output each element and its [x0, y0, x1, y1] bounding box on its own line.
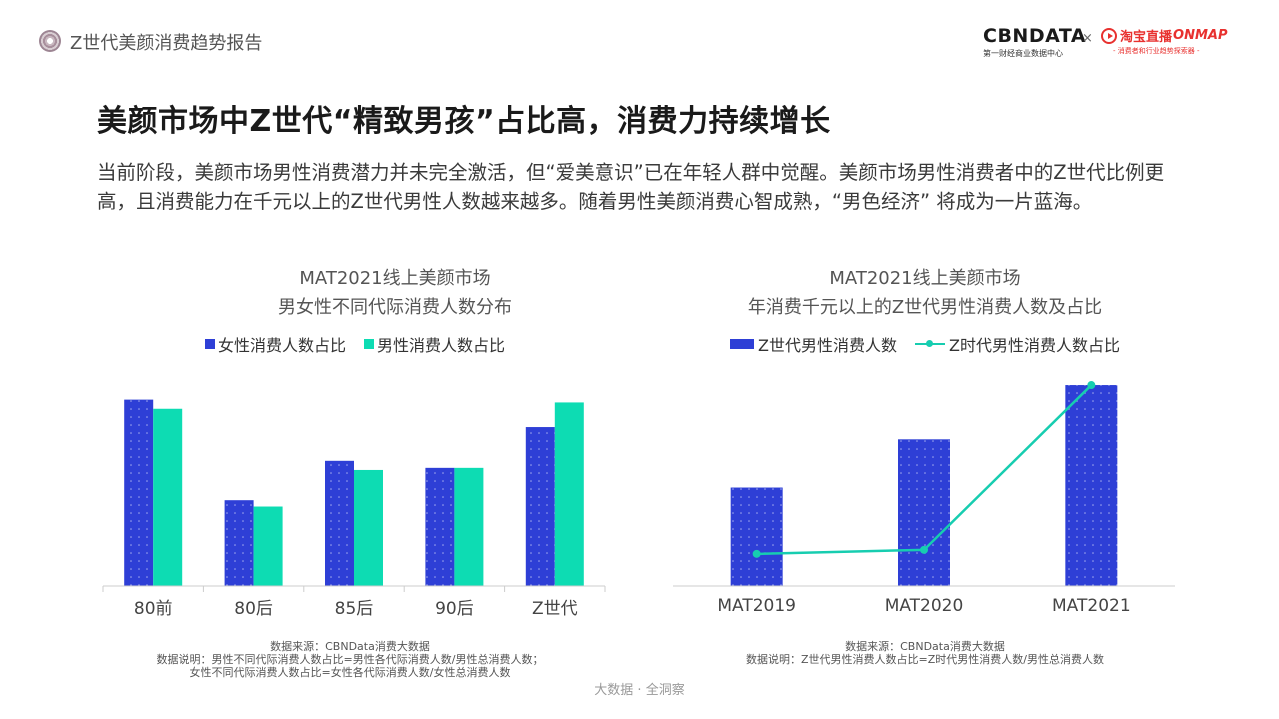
- x-tick-label: MAT2019: [717, 596, 796, 616]
- bar-male-2: [354, 469, 383, 586]
- taobao-subtitle: - 消费者和行业趋势探索器 -: [1113, 47, 1200, 55]
- bar-male-3: [454, 467, 484, 586]
- legend-label-line: Z时代男性消费人数占比: [949, 336, 1120, 355]
- bar-female-1: [224, 500, 254, 586]
- chart1-title: MAT2021线上美颜市场 男女性不同代际消费人数分布: [160, 264, 630, 322]
- report-logo-icon: [39, 30, 61, 52]
- chart1-notes: 数据来源：CBNData消费大数据 数据说明：男性不同代际消费人数占比=男性各代…: [100, 640, 600, 679]
- times-icon: ×: [1082, 31, 1093, 46]
- chart2-title-line2: 年消费千元以上的Z世代男性消费人数及占比: [747, 297, 1103, 318]
- chart1-title-line2: 男女性不同代际消费人数分布: [278, 297, 512, 318]
- bar-z-gen-male-2: [1065, 385, 1118, 586]
- cbndata-logo: CBNDATA 第一财经商业数据中心: [983, 25, 1087, 59]
- chart1-notes-line2: 女性不同代际消费人数占比=女性各代际消费人数/女性总消费人数: [189, 666, 511, 679]
- chart1-source: 数据来源：CBNData消费大数据: [270, 640, 430, 653]
- bar-female-4: [525, 427, 555, 586]
- legend-swatch-female: [204, 339, 215, 349]
- onmap-brand: ONMAP: [1173, 28, 1228, 43]
- x-tick-label: 85后: [335, 599, 374, 619]
- x-tick-label: Z世代: [532, 599, 578, 619]
- legend-label-male: 男性消费人数占比: [377, 336, 506, 355]
- bar-z-gen-male-0: [730, 487, 783, 586]
- chart2-title-line1: MAT2021线上美颜市场: [829, 268, 1021, 289]
- intro-paragraph: 当前阶段，美颜市场男性消费潜力并未完全激活，但“爱美意识”已在年轻人群中觉醒。美…: [97, 161, 1165, 213]
- x-tick-label: 80后: [234, 599, 273, 619]
- chart1-title-line1: MAT2021线上美颜市场: [299, 268, 491, 289]
- bar-female-0: [124, 399, 154, 586]
- taobao-live-logo: 淘宝直播 ONMAP - 消费者和行业趋势探索器 -: [1101, 26, 1227, 56]
- chart2-notes-line1: 数据说明：Z世代男性消费人数占比=Z时代男性消费人数/男性总消费人数: [746, 653, 1104, 666]
- play-icon: [1101, 27, 1117, 44]
- bar-female-3: [425, 467, 455, 586]
- bar-male-1: [253, 506, 283, 586]
- x-tick-label: MAT2021: [1052, 596, 1131, 616]
- share-point-0: [752, 549, 761, 558]
- chart1-notes-line1: 数据说明：男性不同代际消费人数占比=男性各代际消费人数/男性总消费人数；: [156, 653, 544, 666]
- bar-male-0: [153, 408, 183, 586]
- bar-z-gen-male-1: [898, 439, 950, 586]
- legend-label-bar: Z世代男性消费人数: [758, 336, 897, 355]
- legend-swatch-line: [915, 339, 945, 349]
- cbndata-subtitle: 第一财经商业数据中心: [983, 49, 1063, 58]
- bar-male-4: [554, 402, 584, 586]
- legend-label-female: 女性消费人数占比: [217, 336, 346, 355]
- legend-swatch-male: [364, 339, 374, 349]
- taobao-brand: 淘宝直播: [1120, 30, 1173, 45]
- page-headline: 美颜市场中Z世代“精致男孩”占比高，消费力持续增长: [97, 104, 831, 139]
- chart1-plot: 80前 80后 85后 90后 Z世代: [102, 399, 606, 619]
- x-tick-label: MAT2020: [885, 596, 964, 616]
- x-tick-label: 90后: [435, 599, 474, 619]
- legend-swatch-bar: [730, 339, 755, 349]
- cbndata-brand: CBNDATA: [983, 25, 1087, 47]
- report-title: Z世代美颜消费趋势报告: [70, 33, 263, 54]
- share-point-1: [920, 545, 928, 554]
- chart2-title: MAT2021线上美颜市场 年消费千元以上的Z世代男性消费人数及占比: [690, 264, 1160, 322]
- chart2-notes: 数据来源：CBNData消费大数据 数据说明：Z世代男性消费人数占比=Z时代男性…: [675, 640, 1175, 666]
- chart1-legend: 女性消费人数占比 男性消费人数占比: [160, 332, 550, 356]
- x-tick-label: 80前: [134, 599, 173, 619]
- footer-slogan: 大数据 · 全洞察: [594, 683, 685, 698]
- chart2-plot: MAT2019 MAT2020 MAT2021: [673, 381, 1175, 616]
- bar-female-2: [325, 460, 354, 586]
- chart2-source: 数据来源：CBNData消费大数据: [845, 640, 1005, 653]
- share-point-2: [1087, 381, 1096, 390]
- chart2-legend: Z世代男性消费人数 Z时代男性消费人数占比: [700, 332, 1150, 356]
